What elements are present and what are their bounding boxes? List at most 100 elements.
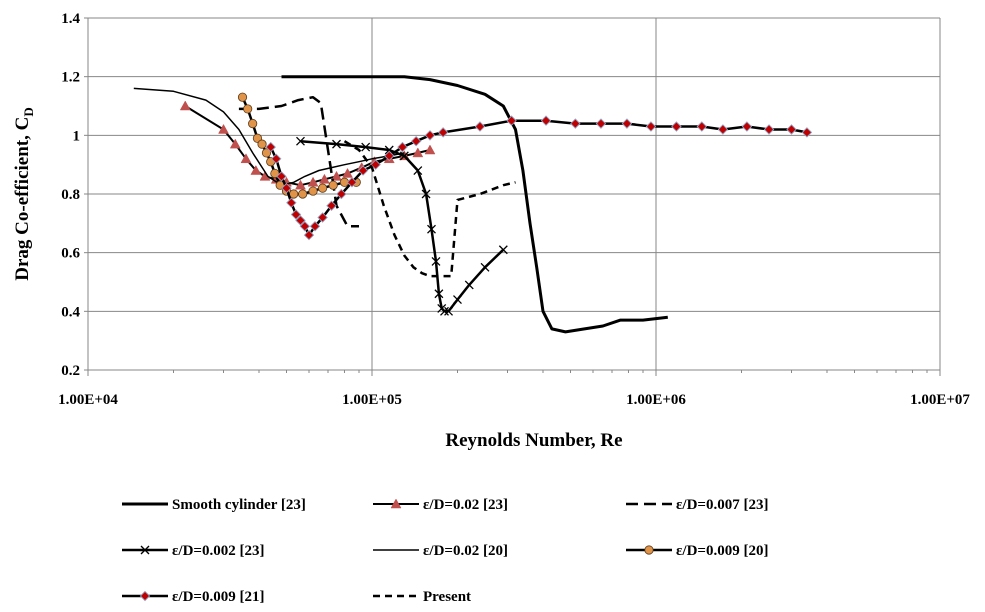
legend-label: ε/D=0.02 [23] (423, 497, 508, 513)
data-point (218, 123, 229, 134)
data-point (237, 92, 248, 102)
data-point (295, 215, 306, 226)
data-point (290, 209, 302, 220)
data-point (261, 148, 272, 158)
data-point (346, 177, 358, 188)
data-point (299, 221, 311, 232)
data-point (427, 224, 436, 234)
series-thin-solid (133, 87, 405, 186)
gridlines (88, 17, 940, 371)
data-point (361, 142, 371, 152)
data-point (801, 127, 813, 138)
legend-label: ε/D=0.002 [23] (172, 543, 264, 559)
data-point (326, 200, 337, 211)
data-point (336, 188, 347, 200)
data-point (421, 189, 431, 199)
data-point (453, 295, 462, 305)
data-point (570, 118, 581, 129)
data-point (440, 306, 449, 316)
x-tick-label: 1.00E+07 (910, 392, 970, 408)
series-line (281, 75, 668, 334)
data-point (424, 130, 436, 141)
data-point (370, 159, 381, 170)
y-axis-title: Drag Co-efficient, CD (12, 107, 36, 280)
data-point (786, 124, 797, 135)
data-point (296, 136, 305, 146)
data-point (265, 141, 276, 153)
data-point (412, 147, 424, 158)
data-point (763, 124, 775, 135)
data-point (295, 179, 306, 190)
data-point (413, 166, 423, 175)
data-point (276, 171, 287, 182)
legend-label: ε/D=0.009 [21] (172, 589, 264, 605)
data-point (229, 138, 241, 149)
series-thick-solid (281, 75, 668, 334)
series-line (343, 140, 516, 278)
legend-label: ε/D=0.02 [20] (423, 543, 508, 559)
data-point (384, 150, 395, 162)
data-point (281, 182, 292, 194)
x-tick-label: 1.00E+06 (626, 392, 686, 408)
legend-label: ε/D=0.007 [23] (676, 497, 768, 513)
data-point (621, 118, 633, 129)
data-point (289, 189, 299, 199)
series-line (238, 95, 359, 228)
legend-marker (139, 590, 151, 602)
x-tick-label: 1.00E+04 (58, 392, 118, 408)
legend-item: Present (373, 589, 471, 605)
tick-labels: 0.2 0.4 0.6 0.8 1 1.2 1.4 1.00E+04 1.00E+05 1.00E… (58, 11, 970, 408)
data-point (671, 121, 682, 132)
data-point (270, 153, 282, 165)
y-tick-label: 1 (73, 128, 81, 144)
data-point (317, 212, 328, 223)
series-short-dash (343, 140, 516, 278)
y-tick-label: 0.4 (61, 304, 80, 320)
series-diamond (265, 115, 813, 241)
legend-label: Present (423, 589, 471, 605)
data-point (331, 170, 342, 181)
data-point (434, 289, 444, 299)
data-point (179, 100, 191, 111)
legend-item: ε/D=0.002 [23] (122, 543, 264, 559)
data-point (717, 124, 729, 135)
legend-marker (644, 545, 654, 555)
data-point (257, 139, 267, 149)
y-tick-label: 1.4 (61, 11, 80, 27)
data-point (248, 119, 258, 129)
data-point (240, 153, 252, 164)
series-line (184, 105, 431, 187)
legend-label: ε/D=0.009 [20] (676, 543, 768, 559)
legend-item: ε/D=0.02 [20] (373, 543, 508, 559)
data-point (307, 176, 319, 187)
legend-marker (140, 545, 150, 555)
data-point (357, 165, 369, 176)
data-point (474, 121, 486, 132)
y-tick-label: 0.2 (61, 363, 80, 379)
legend-item: ε/D=0.009 [21] (122, 589, 264, 605)
data-point (595, 118, 607, 129)
data-point (270, 168, 280, 179)
data-point (250, 165, 262, 175)
data-point (696, 121, 708, 132)
data-point (243, 104, 253, 114)
data-point (298, 189, 308, 199)
data-point (431, 257, 441, 266)
data-point (498, 245, 508, 255)
legend-item: ε/D=0.007 [23] (626, 497, 768, 513)
data-point (480, 262, 490, 272)
legend-label: Smooth cylinder [23] (172, 497, 306, 513)
series-cross (296, 136, 508, 316)
data-point (410, 135, 422, 147)
data-point (308, 186, 318, 196)
data-point (319, 173, 330, 184)
legend-item: Smooth cylinder [23] (122, 497, 306, 513)
legend: Smooth cylinder [23] ε/D=0.02 [23] ε/D=0.0… (122, 497, 768, 605)
data-point (741, 121, 753, 132)
y-tick-label: 0.8 (61, 187, 80, 203)
legend-item: ε/D=0.009 [20] (626, 543, 768, 559)
data-point (303, 229, 315, 241)
data-point (332, 139, 341, 149)
data-point (540, 115, 552, 126)
